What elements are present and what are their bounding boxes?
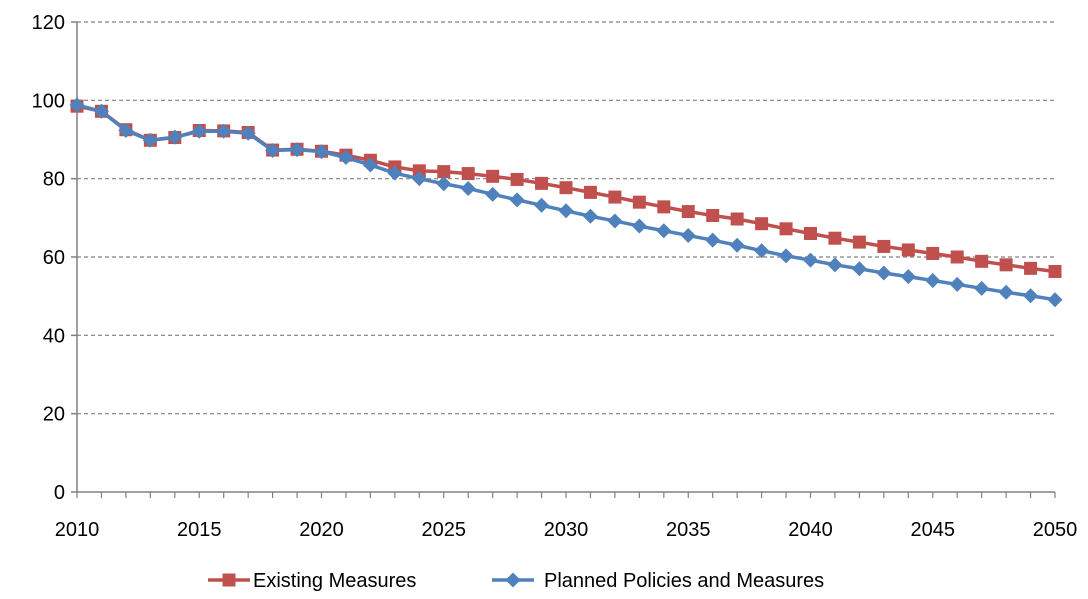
series	[69, 97, 1063, 308]
legend-marker	[222, 573, 236, 587]
data-point	[754, 243, 770, 259]
data-point	[582, 208, 598, 224]
data-point	[852, 235, 866, 249]
data-point	[486, 169, 500, 183]
data-point	[705, 232, 721, 248]
y-tick-label: 100	[32, 90, 65, 112]
data-point	[608, 190, 622, 204]
data-point	[900, 269, 916, 285]
data-point	[93, 103, 109, 119]
x-tick-label: 2030	[544, 519, 589, 541]
data-point	[362, 157, 378, 173]
data-point	[1048, 264, 1062, 278]
data-point	[656, 223, 672, 239]
x-tick-label: 2045	[911, 519, 956, 541]
y-tick-label: 40	[43, 325, 65, 347]
x-tick-label: 2020	[299, 519, 344, 541]
data-point	[142, 132, 158, 148]
data-point	[412, 164, 426, 178]
data-point	[118, 122, 134, 138]
data-point	[926, 246, 940, 260]
y-tick-label: 80	[43, 169, 65, 191]
data-point	[827, 257, 843, 273]
data-point	[803, 252, 818, 268]
data-point	[998, 284, 1014, 300]
data-point	[535, 176, 549, 190]
data-point	[167, 129, 183, 145]
data-point	[876, 265, 892, 281]
data-point	[925, 273, 941, 288]
x-tick-label: 2015	[177, 519, 222, 541]
data-point	[901, 243, 915, 257]
y-tick-label: 120	[32, 12, 65, 34]
data-point	[851, 261, 867, 277]
data-point	[974, 280, 990, 296]
data-point	[730, 212, 744, 226]
x-tick-label: 2040	[788, 519, 833, 541]
data-point	[411, 171, 427, 187]
data-point	[338, 150, 354, 166]
data-point	[460, 180, 476, 196]
data-point	[729, 237, 745, 253]
data-point	[69, 97, 85, 113]
data-point	[607, 213, 623, 229]
x-tick-label: 2010	[55, 519, 100, 541]
data-point	[804, 227, 817, 240]
data-point	[559, 181, 573, 195]
data-point	[999, 258, 1013, 272]
data-point	[265, 142, 281, 158]
legend-item: Existing Measures	[208, 570, 416, 592]
data-point	[1047, 292, 1063, 308]
data-point	[387, 165, 403, 181]
data-point	[975, 254, 989, 268]
data-point	[289, 142, 305, 158]
y-tick-label: 60	[43, 247, 65, 269]
x-tick-label: 2050	[1033, 519, 1078, 541]
legend-label: Existing Measures	[253, 570, 416, 592]
data-point	[828, 231, 842, 245]
data-point	[436, 176, 452, 192]
y-tick-label: 20	[43, 404, 65, 426]
data-point	[314, 144, 329, 160]
series-existing-measures	[70, 99, 1062, 278]
data-point	[1024, 261, 1038, 275]
legend-label: Planned Policies and Measures	[544, 570, 824, 592]
data-point	[437, 165, 451, 179]
x-tick-label: 2035	[666, 519, 711, 541]
data-point	[558, 203, 574, 219]
data-point	[509, 192, 525, 208]
data-point	[657, 200, 671, 214]
x-tick-label: 2025	[422, 519, 467, 541]
data-point	[706, 208, 720, 222]
grid-lines	[77, 21, 1055, 415]
data-point	[240, 125, 256, 141]
data-point	[1023, 288, 1039, 304]
data-point	[510, 172, 524, 186]
series-planned-policies-and-measures	[69, 97, 1063, 308]
y-tick-label: 0	[54, 482, 65, 504]
legend-item: Planned Policies and Measures	[492, 570, 824, 592]
data-point	[534, 197, 550, 213]
data-point	[681, 205, 695, 219]
legend-marker	[505, 572, 521, 588]
data-point	[216, 123, 232, 139]
data-point	[191, 123, 207, 139]
data-point	[631, 218, 647, 234]
data-point	[779, 222, 793, 236]
legend: Existing Measures Planned Policies and Me…	[208, 570, 824, 592]
data-point	[485, 186, 501, 202]
data-point	[461, 167, 475, 181]
data-point	[877, 239, 891, 253]
data-point	[778, 248, 794, 264]
data-point	[632, 195, 646, 209]
data-point	[949, 276, 965, 292]
data-point	[680, 227, 696, 243]
data-point	[755, 217, 769, 231]
data-point	[583, 185, 597, 199]
data-point	[950, 250, 964, 264]
